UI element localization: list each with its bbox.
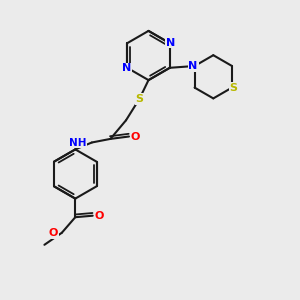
Text: N: N xyxy=(188,61,198,71)
Text: O: O xyxy=(49,228,58,238)
Text: O: O xyxy=(131,131,140,142)
Text: N: N xyxy=(166,38,175,48)
Text: O: O xyxy=(94,211,104,221)
Text: N: N xyxy=(122,63,131,74)
Text: S: S xyxy=(230,82,238,93)
Text: S: S xyxy=(136,94,143,104)
Text: NH: NH xyxy=(69,137,86,148)
